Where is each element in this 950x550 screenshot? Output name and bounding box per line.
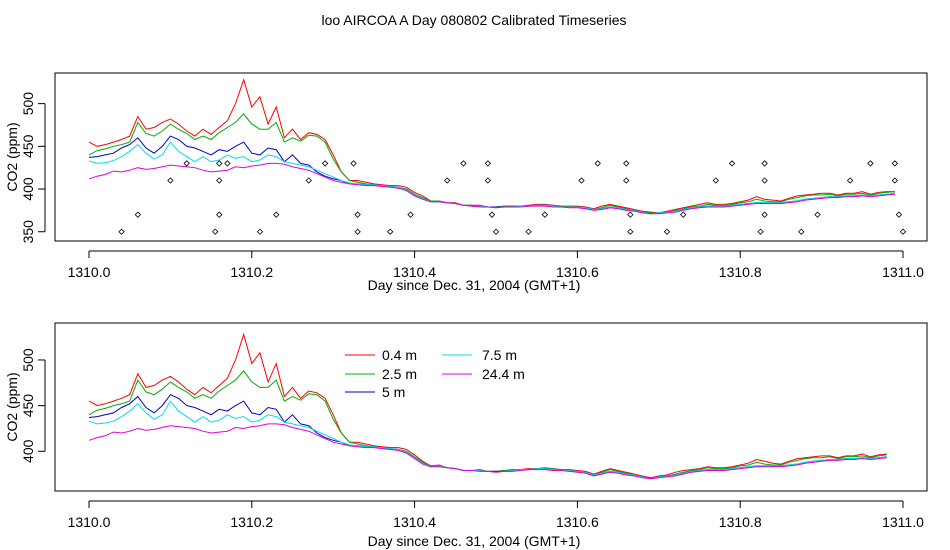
sample-marker bbox=[541, 211, 549, 218]
legend-label: 24.4 m bbox=[482, 366, 525, 382]
series-line-4 bbox=[88, 423, 887, 480]
sample-marker bbox=[594, 160, 601, 167]
x-axis-label: Day since Dec. 31, 2004 (GMT+1) bbox=[368, 533, 581, 549]
sample-marker bbox=[899, 228, 907, 235]
chart-title: loo AIRCOA A Day 080802 Calibrated Times… bbox=[321, 12, 626, 28]
sample-marker bbox=[256, 228, 264, 235]
sample-marker bbox=[321, 160, 329, 167]
top-panel: 1310.0 1310.2 1310.4 1310.6 1310.8 1311.0 Day … bbox=[4, 72, 928, 293]
x-tick-label: 1310.2 bbox=[230, 264, 273, 280]
sample-marker bbox=[891, 160, 899, 167]
sample-marker bbox=[484, 177, 492, 184]
legend-label: 5 m bbox=[382, 384, 405, 400]
x-tick-label: 1310.8 bbox=[719, 514, 762, 530]
sample-marker bbox=[273, 211, 280, 218]
plot-frame bbox=[54, 72, 928, 242]
legend-label: 7.5 m bbox=[482, 347, 517, 363]
legend-label: 2.5 m bbox=[382, 366, 417, 382]
sample-marker bbox=[680, 211, 687, 218]
series-line-1 bbox=[88, 370, 887, 480]
sample-marker bbox=[183, 160, 190, 167]
sample-marker bbox=[216, 177, 223, 184]
x-tick-label: 1310.4 bbox=[393, 514, 436, 530]
x-tick-label: 1310.6 bbox=[556, 514, 599, 530]
y-axis-label: CO2 (ppm) bbox=[4, 372, 20, 441]
x-tick-label: 1310.6 bbox=[556, 264, 599, 280]
sample-marker bbox=[387, 228, 394, 235]
x-tick-label: 1310.4 bbox=[393, 264, 436, 280]
x-tick-label: 1310.0 bbox=[68, 514, 111, 530]
sample-marker bbox=[578, 177, 585, 184]
sample-marker bbox=[460, 160, 467, 167]
legend-label: 0.4 m bbox=[382, 347, 417, 363]
sample-marker bbox=[623, 160, 630, 167]
x-tick-label: 1311.0 bbox=[882, 514, 924, 530]
sample-marker bbox=[134, 211, 142, 218]
sample-marker bbox=[814, 211, 821, 218]
sample-marker bbox=[627, 228, 634, 235]
sample-marker bbox=[798, 228, 805, 235]
sample-marker bbox=[891, 177, 899, 184]
y-tick-label: 450 bbox=[20, 134, 36, 158]
sample-marker bbox=[305, 177, 312, 184]
series-line-1 bbox=[88, 113, 895, 214]
sample-marker bbox=[728, 160, 736, 167]
sample-marker bbox=[846, 177, 854, 184]
sample-marker bbox=[484, 160, 492, 167]
y-tick-label: 350 bbox=[20, 220, 36, 244]
series-line-4 bbox=[88, 162, 895, 215]
sample-marker bbox=[761, 177, 768, 184]
sample-marker bbox=[712, 177, 719, 184]
sample-marker bbox=[118, 228, 125, 235]
sample-marker bbox=[867, 160, 874, 167]
sample-marker bbox=[350, 160, 357, 167]
x-tick-label: 1310.8 bbox=[719, 264, 762, 280]
x-axis-label: Day since Dec. 31, 2004 (GMT+1) bbox=[368, 277, 581, 293]
sample-marker bbox=[623, 177, 630, 184]
sample-marker bbox=[663, 228, 671, 235]
y-tick-label: 400 bbox=[20, 439, 36, 463]
sample-marker bbox=[757, 228, 764, 235]
sample-marker bbox=[354, 228, 361, 235]
x-tick-label: 1310.0 bbox=[68, 264, 111, 280]
sample-marker bbox=[216, 211, 223, 218]
sample-marker bbox=[492, 228, 500, 235]
sample-marker bbox=[212, 228, 219, 235]
y-tick-label: 500 bbox=[20, 92, 36, 116]
sample-marker bbox=[627, 211, 634, 218]
sample-marker bbox=[443, 177, 451, 184]
sample-marker bbox=[761, 160, 768, 167]
sample-marker bbox=[761, 211, 768, 218]
sample-marker bbox=[224, 160, 231, 167]
x-tick-label: 1310.2 bbox=[230, 514, 273, 530]
sample-marker bbox=[167, 177, 174, 184]
sample-marker bbox=[895, 211, 903, 218]
bottom-panel: 1310.0 1310.2 1310.4 1310.6 1310.8 1311.0 Day … bbox=[4, 322, 928, 549]
plot-frame bbox=[54, 322, 928, 492]
x-tick-label: 1311.0 bbox=[882, 264, 924, 280]
sample-marker bbox=[525, 228, 532, 235]
sample-marker bbox=[488, 211, 496, 218]
y-tick-label: 450 bbox=[20, 394, 36, 418]
y-tick-label: 400 bbox=[20, 177, 36, 201]
y-axis-label: CO2 (ppm) bbox=[4, 122, 20, 191]
y-tick-label: 500 bbox=[20, 348, 36, 372]
sample-marker bbox=[216, 160, 223, 167]
sample-marker bbox=[354, 211, 361, 218]
series-line-0 bbox=[88, 78, 895, 214]
sample-marker bbox=[407, 211, 414, 218]
